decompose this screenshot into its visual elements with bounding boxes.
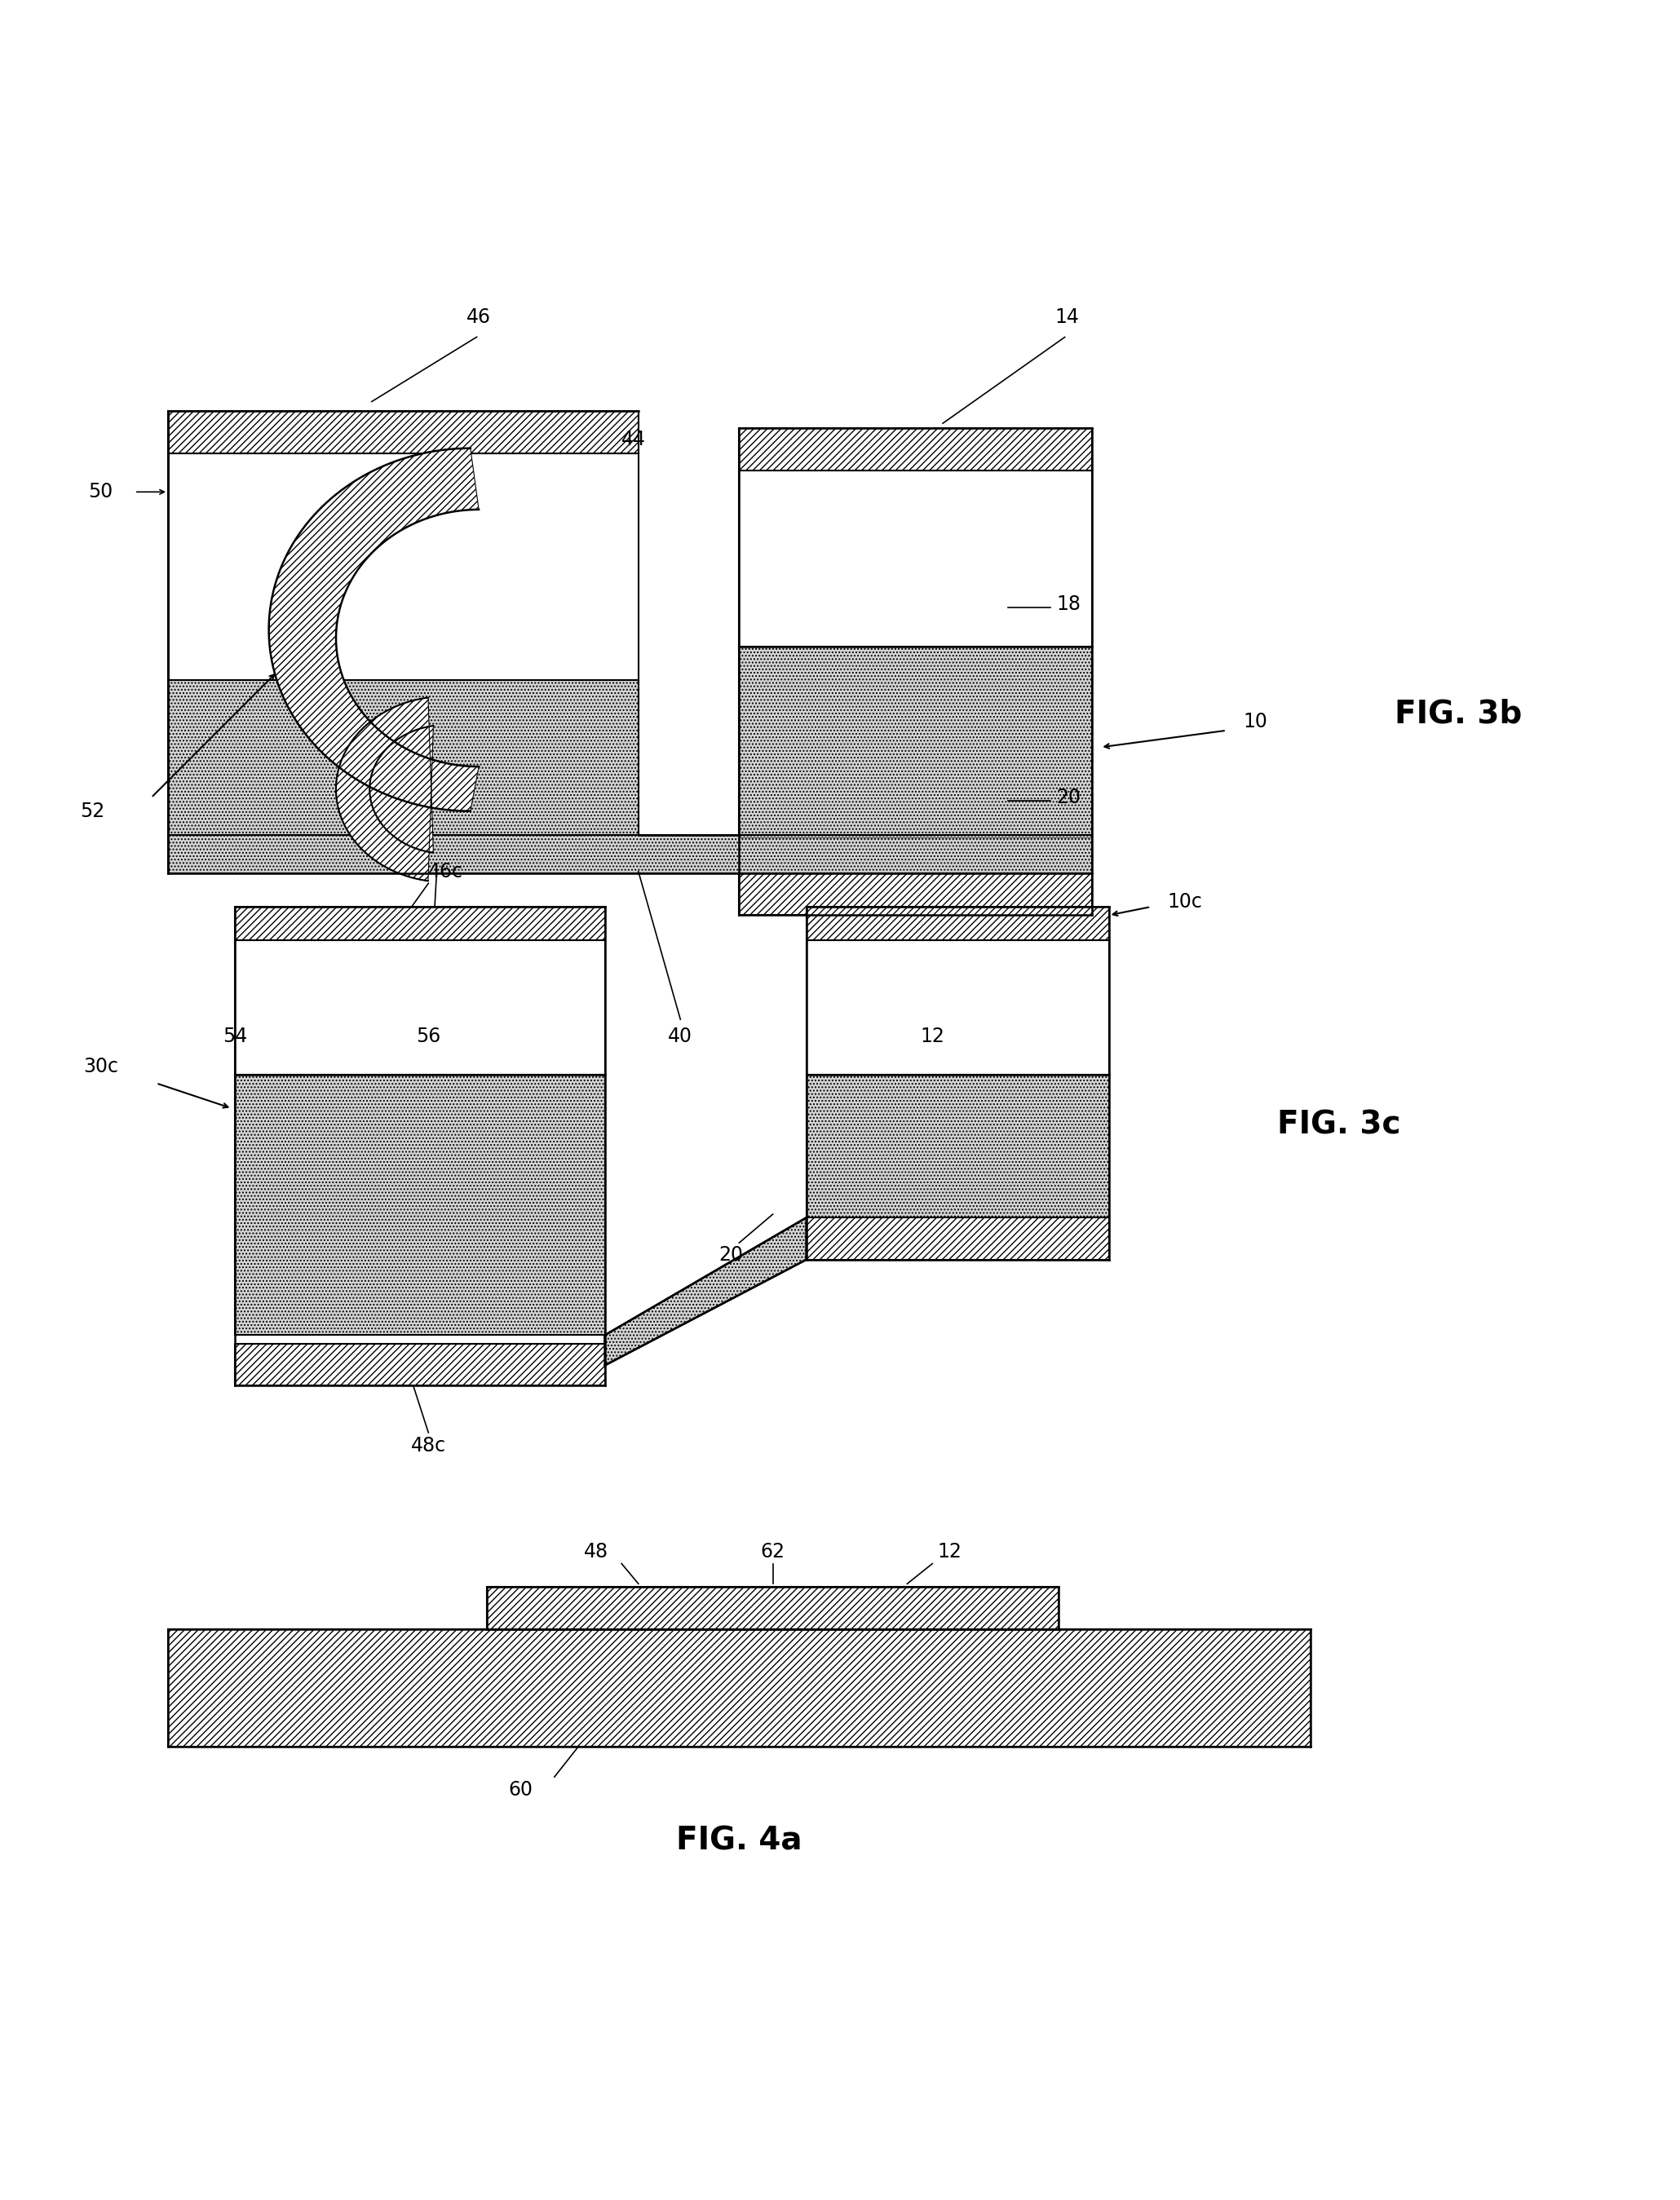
Bar: [487, 1586, 1058, 1630]
PathPatch shape: [269, 449, 479, 812]
Text: 10: 10: [1243, 713, 1268, 733]
Bar: [806, 906, 1109, 939]
Text: 40: 40: [669, 1027, 692, 1045]
Text: 14: 14: [1055, 308, 1079, 328]
Bar: [806, 1217, 1109, 1261]
Bar: [235, 1344, 605, 1386]
Bar: [739, 647, 1092, 840]
Text: FIG. 3b: FIG. 3b: [1394, 697, 1522, 728]
Text: 50: 50: [89, 482, 113, 502]
Text: 20: 20: [719, 1245, 743, 1265]
Text: 62: 62: [761, 1542, 785, 1562]
Bar: [235, 1076, 605, 1335]
Bar: [806, 939, 1109, 1076]
Bar: [235, 906, 605, 939]
Bar: [168, 680, 638, 834]
Text: FIG. 4a: FIG. 4a: [675, 1826, 803, 1857]
Text: 12: 12: [937, 1542, 961, 1562]
Text: 12: 12: [921, 1027, 944, 1045]
Text: 56: 56: [417, 1027, 440, 1045]
Bar: [168, 453, 638, 680]
Polygon shape: [605, 1217, 806, 1366]
Text: 48c: 48c: [412, 1437, 445, 1456]
Text: 46c: 46c: [428, 862, 462, 882]
Bar: [168, 834, 1092, 873]
Text: 60: 60: [509, 1780, 533, 1800]
Bar: [739, 471, 1092, 647]
PathPatch shape: [336, 697, 433, 880]
Text: 46: 46: [467, 308, 491, 328]
Bar: [739, 429, 1092, 471]
Bar: [739, 873, 1092, 915]
Text: 18: 18: [1057, 594, 1080, 614]
Text: 30c: 30c: [84, 1056, 118, 1076]
Text: 10c: 10c: [1168, 891, 1203, 911]
Text: 48: 48: [585, 1542, 608, 1562]
Bar: [806, 1076, 1109, 1217]
Text: 52: 52: [81, 801, 104, 821]
Text: 54: 54: [223, 1027, 247, 1045]
Text: 20: 20: [1057, 788, 1080, 807]
Text: FIG. 3c: FIG. 3c: [1277, 1109, 1401, 1140]
Bar: [168, 411, 638, 453]
Bar: [235, 939, 605, 1076]
Text: 44: 44: [622, 429, 647, 449]
Bar: [168, 1630, 1310, 1747]
